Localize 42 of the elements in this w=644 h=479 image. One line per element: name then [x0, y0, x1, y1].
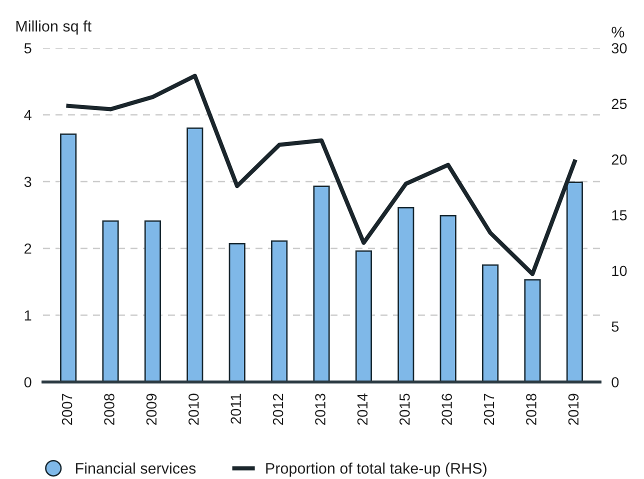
y-tick-label: 4	[24, 110, 32, 120]
x-tick-label: 2007	[62, 394, 72, 425]
x-tick-label: 2009	[146, 394, 157, 425]
x-tick-label: 2012	[272, 394, 284, 425]
y2-tick-label: 10	[612, 266, 627, 276]
x-tick-label: 2008	[104, 394, 114, 425]
y-tick-label: 0	[24, 377, 32, 388]
bar	[482, 264, 499, 382]
y2-tick-label: 0	[612, 377, 619, 388]
x-tick-label: 2019	[568, 394, 579, 425]
y-axis-title: Million sq ft	[16, 20, 92, 35]
x-tick-label: 2011	[230, 394, 242, 424]
y-tick-label: 1	[24, 310, 32, 320]
bar	[228, 243, 246, 382]
x-tick-label: 2015	[399, 394, 410, 425]
bar	[102, 220, 119, 382]
legend-label: Proportion of total take-up (RHS)	[266, 462, 486, 477]
legend-label: Financial services	[76, 462, 196, 474]
bar	[144, 220, 162, 382]
bar	[440, 214, 456, 382]
y-tick-label: 5	[24, 43, 32, 54]
x-tick-label: 2016	[442, 394, 452, 425]
bar	[355, 250, 372, 382]
y2-tick-label: 20	[612, 154, 627, 165]
y2-tick-label: 25	[612, 98, 627, 110]
bar	[186, 127, 204, 382]
x-tick-label: 2017	[484, 394, 494, 425]
x-tick-label: 2013	[315, 394, 326, 425]
x-tick-label: 2018	[526, 394, 536, 425]
y-tick-label: 2	[24, 244, 32, 254]
x-tick-label: 2014	[357, 394, 368, 425]
bar	[524, 279, 541, 382]
y2-tick-label: 15	[612, 210, 627, 220]
bar	[398, 206, 414, 382]
y2-tick-label: 30	[612, 43, 627, 54]
y-tick-label: 3	[24, 176, 32, 188]
y2-tick-label: 5	[612, 322, 619, 332]
bar	[271, 240, 288, 382]
bar	[60, 133, 77, 382]
bar	[313, 186, 330, 382]
y2-axis-title: %	[612, 26, 624, 38]
x-tick-label: 2010	[188, 394, 199, 425]
